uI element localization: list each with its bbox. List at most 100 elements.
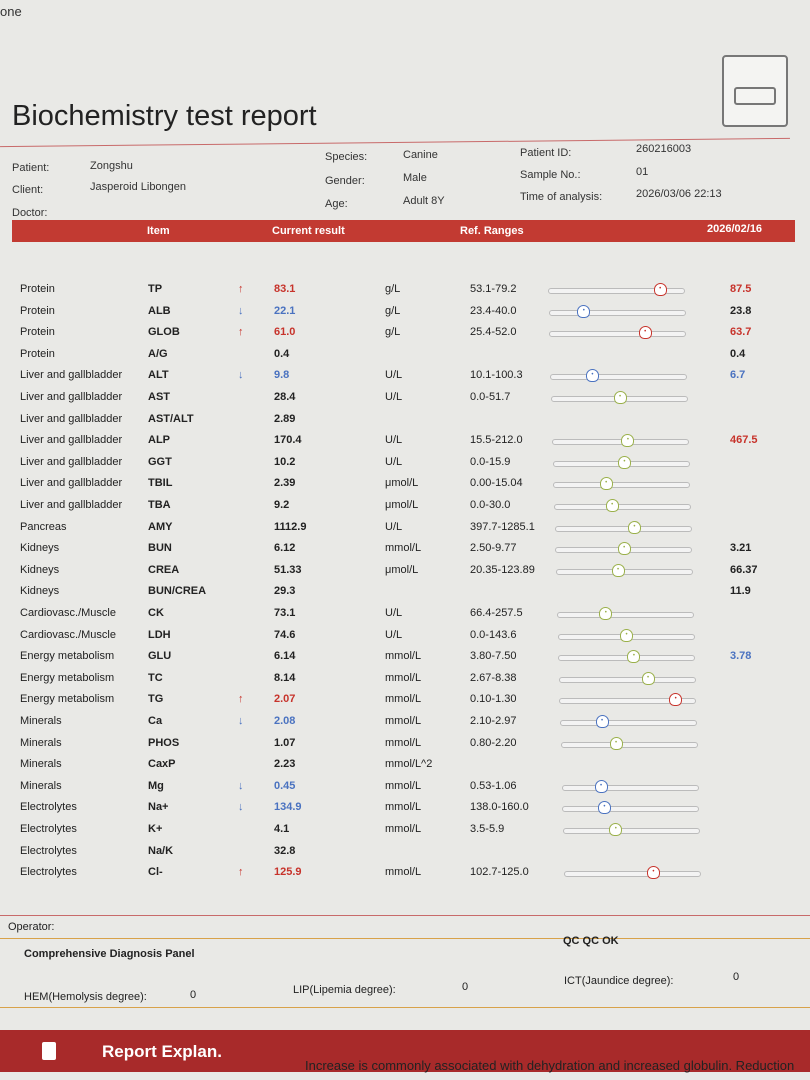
ref-range: 0.80-2.20 <box>470 736 517 749</box>
current-value: 9.2 <box>274 499 290 511</box>
category: Minerals <box>20 779 62 792</box>
current-value: 51.33 <box>274 563 302 576</box>
category: Kidneys <box>20 542 60 555</box>
ref-range: 102.7-125.0 <box>470 866 529 879</box>
current-value: 28.4 <box>274 391 296 403</box>
table-row: Liver and gallbladder AST/ALT 2.89 <box>0 409 810 430</box>
ref-range: 10.1-100.3 <box>470 369 523 382</box>
divider <box>0 938 810 939</box>
category: Energy metabolism <box>20 671 115 684</box>
gauge-marker-icon: • <box>669 693 683 707</box>
gender-label: Gender: <box>325 175 365 187</box>
unit: g/L <box>385 304 401 317</box>
category: Cardiovasc./Muscle <box>20 628 116 641</box>
current-value: 2.39 <box>274 477 296 490</box>
ref-range: 397.7-1285.1 <box>470 520 535 533</box>
current-value: 6.12 <box>274 542 296 555</box>
current-value: 73.1 <box>274 607 296 619</box>
item-code: Na/K <box>148 844 174 857</box>
gauge-marker-icon: • <box>609 736 623 750</box>
unit: mmol/L <box>385 715 422 727</box>
range-gauge: • <box>551 391 688 404</box>
range-gauge: • <box>553 477 691 491</box>
gauge-marker-icon: • <box>595 715 609 728</box>
ref-range: 15.5-212.0 <box>470 434 523 447</box>
current-value: 6.14 <box>274 650 296 663</box>
item-code: TG <box>148 693 164 706</box>
current-value: 2.89 <box>274 412 296 425</box>
page-title: Biochemistry test report <box>12 100 317 132</box>
category: Protein <box>20 283 55 295</box>
unit: g/L <box>385 283 401 295</box>
arrow-down-icon: ↓ <box>238 304 244 317</box>
item-code: AMY <box>148 520 173 533</box>
previous-value: 87.5 <box>730 283 752 295</box>
unit: mmol/L <box>385 671 422 684</box>
operator-label: Operator: <box>8 921 55 933</box>
item-code: GLU <box>148 650 172 663</box>
doctor-label: Doctor: <box>12 207 48 219</box>
gauge-marker-icon: • <box>609 823 623 836</box>
category: Liver and gallbladder <box>20 369 123 382</box>
item-code: Cl- <box>148 866 163 879</box>
species-value: Canine <box>403 149 438 161</box>
item-code: TBA <box>148 499 171 511</box>
table-row: Electrolytes Na+ ↓ 134.9 mmol/L 138.0-16… <box>0 797 810 818</box>
current-value: 125.9 <box>274 866 302 879</box>
ict-label: ICT(Jaundice degree): <box>564 975 674 987</box>
gender-value: Male <box>403 172 427 184</box>
current-value: 9.8 <box>274 369 290 382</box>
arrow-down-icon: ↓ <box>238 779 244 792</box>
category: Protein <box>20 304 55 317</box>
category: Protein <box>20 347 55 360</box>
hem-value: 0 <box>190 989 197 1001</box>
gauge-marker-icon: • <box>621 434 635 448</box>
gauge-marker-icon: • <box>646 866 660 880</box>
range-gauge: • <box>548 283 685 296</box>
ref-range: 20.35-123.89 <box>470 563 535 576</box>
item-code: TC <box>148 671 163 684</box>
unit: mmol/L <box>385 866 422 879</box>
divider <box>0 1007 810 1008</box>
previous-value: 467.5 <box>730 434 758 447</box>
sample-label: Sample No.: <box>520 169 581 181</box>
explan-title: Report Explan. <box>102 1042 222 1061</box>
arrow-up-icon: ↑ <box>238 283 244 295</box>
current-value: 61.0 <box>274 326 296 339</box>
previous-value: 3.21 <box>730 542 752 555</box>
ref-range: 3.5-5.9 <box>470 823 505 835</box>
table-row: Liver and gallbladder GGT 10.2 U/L 0.0-1… <box>0 452 810 473</box>
explan-text: Increase is commonly associated with deh… <box>305 1058 795 1073</box>
category: Protein <box>20 326 55 339</box>
ref-range: 0.53-1.06 <box>470 779 517 792</box>
gauge-marker-icon: • <box>627 520 641 534</box>
table-row: Kidneys CREA 51.33 μmol/L 20.35-123.89 6… <box>0 560 810 581</box>
client-value: Jasperoid Libongen <box>90 181 187 193</box>
unit: mmol/L <box>385 542 422 555</box>
range-gauge: • <box>554 499 691 512</box>
item-code: AST <box>148 391 170 403</box>
arrow-down-icon: ↓ <box>238 801 244 814</box>
time-label: Time of analysis: <box>520 191 603 203</box>
current-value: 22.1 <box>274 304 296 317</box>
category: Liver and gallbladder <box>20 477 123 490</box>
sample-value: 01 <box>636 166 649 178</box>
table-row: Liver and gallbladder ALT ↓ 9.8 U/L 10.1… <box>0 365 810 386</box>
current-value: 74.6 <box>274 628 296 641</box>
item-code: LDH <box>148 628 171 641</box>
range-gauge: • <box>560 715 697 728</box>
age-label: Age: <box>325 198 348 210</box>
corner-text: one <box>0 4 22 19</box>
unit: mmol/L <box>385 801 422 814</box>
category: Electrolytes <box>20 823 77 835</box>
range-gauge: • <box>559 693 697 707</box>
header-item: Item <box>147 225 170 237</box>
item-code: TP <box>148 283 163 295</box>
previous-value: 66.37 <box>730 563 758 576</box>
category: Liver and gallbladder <box>20 499 123 511</box>
gauge-marker-icon: • <box>617 542 631 556</box>
panel-title: Comprehensive Diagnosis Panel <box>24 948 195 960</box>
table-row: Electrolytes Na/K 32.8 <box>0 841 810 862</box>
ref-range: 66.4-257.5 <box>470 607 523 619</box>
ref-range: 2.67-8.38 <box>470 671 517 684</box>
